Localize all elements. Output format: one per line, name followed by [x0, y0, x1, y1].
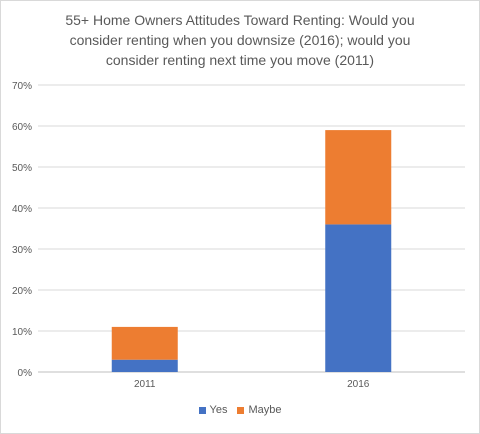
- legend-label-yes: Yes: [209, 404, 228, 416]
- legend-item-maybe: Maybe: [237, 404, 281, 416]
- legend-swatch-maybe: [237, 406, 245, 414]
- x-tick-label: 2011: [134, 379, 156, 390]
- y-tick-label: 0%: [18, 368, 33, 379]
- chart-title: 55+ Home Owners Attitudes Toward Renting…: [20, 10, 460, 70]
- y-tick-label: 70%: [12, 81, 32, 92]
- chart-title-line-1: 55+ Home Owners Attitudes Toward Renting…: [65, 12, 415, 28]
- y-tick-label: 50%: [12, 163, 32, 174]
- bar-maybe-2016: [325, 130, 392, 225]
- chart-title-line-2: consider renting when you downsize (2016…: [69, 32, 411, 48]
- legend-swatch-yes: [198, 406, 206, 414]
- y-tick-label: 60%: [12, 122, 32, 133]
- bar-yes-2011: [111, 359, 178, 372]
- chart-legend: Yes Maybe: [0, 404, 480, 416]
- y-tick-label: 40%: [12, 204, 32, 215]
- y-tick-label: 10%: [12, 327, 32, 338]
- y-tick-label: 20%: [12, 286, 32, 297]
- bar-maybe-2011: [111, 326, 178, 360]
- bar-yes-2016: [325, 224, 392, 372]
- legend-label-maybe: Maybe: [248, 404, 282, 416]
- legend-item-yes: Yes: [198, 404, 228, 416]
- chart-title-line-3: consider renting next time you move (201…: [105, 52, 375, 68]
- x-tick-label: 2016: [347, 379, 370, 390]
- y-tick-label: 30%: [12, 245, 32, 256]
